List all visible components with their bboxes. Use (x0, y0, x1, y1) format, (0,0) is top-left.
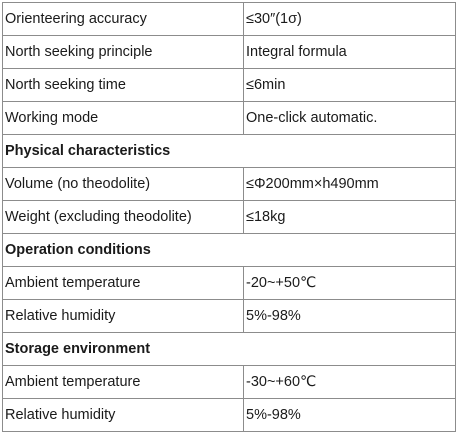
table-row: Working mode One-click automatic. (2, 101, 456, 135)
table-row: Orienteering accuracy ≤30″(1σ) (2, 2, 456, 36)
spec-label-cell: Working mode (2, 101, 244, 135)
section-header-row: Operation conditions (2, 233, 456, 267)
table-row: Weight (excluding theodolite) ≤18kg (2, 200, 456, 234)
table-row: Relative humidity 5%-98% (2, 398, 456, 432)
spec-label-cell: Ambient temperature (2, 266, 244, 300)
spec-label-cell: Relative humidity (2, 398, 244, 432)
spec-value-cell: 5%-98% (243, 299, 456, 333)
spec-value-cell: -20~+50℃ (243, 266, 456, 300)
spec-label-cell: Ambient temperature (2, 365, 244, 399)
spec-label-cell: North seeking time (2, 68, 244, 102)
spec-label-cell: Relative humidity (2, 299, 244, 333)
spec-value-cell: -30~+60℃ (243, 365, 456, 399)
section-header: Storage environment (2, 332, 456, 366)
spec-label-cell: Orienteering accuracy (2, 2, 244, 36)
spec-value-cell: ≤30″(1σ) (243, 2, 456, 36)
spec-value-cell: ≤18kg (243, 200, 456, 234)
section-header: Operation conditions (2, 233, 456, 267)
spec-value-cell: Integral formula (243, 35, 456, 69)
spec-value-cell: 5%-98% (243, 398, 456, 432)
table-row: Ambient temperature -30~+60℃ (2, 365, 456, 399)
table-row: Ambient temperature -20~+50℃ (2, 266, 456, 300)
spec-value-cell: One-click automatic. (243, 101, 456, 135)
table-row: Relative humidity 5%-98% (2, 299, 456, 333)
table-row: North seeking principle Integral formula (2, 35, 456, 69)
spec-label-cell: Volume (no theodolite) (2, 167, 244, 201)
section-header-row: Storage environment (2, 332, 456, 366)
section-header-row: Physical characteristics (2, 134, 456, 168)
spec-label-cell: North seeking principle (2, 35, 244, 69)
table-row: North seeking time ≤6min (2, 68, 456, 102)
spec-value-cell: ≤Φ200mm×h490mm (243, 167, 456, 201)
spec-value-cell: ≤6min (243, 68, 456, 102)
table-row: Volume (no theodolite) ≤Φ200mm×h490mm (2, 167, 456, 201)
section-header: Physical characteristics (2, 134, 456, 168)
spec-label-cell: Weight (excluding theodolite) (2, 200, 244, 234)
